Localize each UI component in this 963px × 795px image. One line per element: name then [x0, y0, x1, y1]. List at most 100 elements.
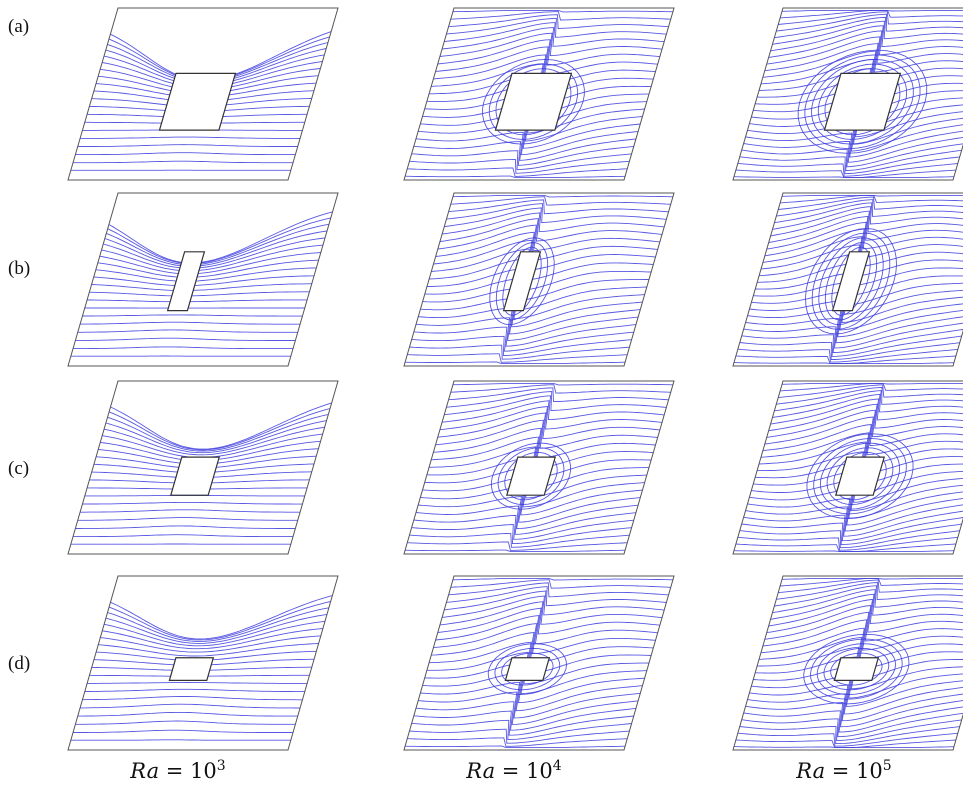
cavity-frame	[67, 192, 339, 367]
isotherm-line	[776, 199, 963, 217]
panel-c-ra-1e4	[403, 380, 675, 555]
isotherm-loop	[490, 442, 572, 510]
isotherm-line	[778, 384, 963, 399]
isotherm-line	[420, 298, 641, 335]
isotherm-line	[73, 729, 293, 733]
isotherm-loop	[826, 447, 894, 505]
isotherm-line	[100, 635, 321, 653]
isotherm-line	[77, 711, 298, 717]
obstacle	[502, 251, 542, 312]
isotherm-line	[759, 253, 963, 296]
isotherm-line	[745, 318, 963, 349]
isotherm-line	[95, 267, 317, 282]
panel-d-ra-1e5	[732, 575, 963, 751]
isotherm-line	[452, 10, 673, 13]
ra-symbol: Ra	[130, 759, 160, 783]
isotherm-line	[73, 160, 293, 164]
isotherm-line	[772, 20, 963, 48]
isotherm-line	[780, 383, 963, 392]
isotherm-line	[751, 675, 963, 715]
cavity-frame	[403, 575, 675, 751]
isotherm-line	[448, 14, 669, 29]
isotherm-line	[407, 541, 628, 551]
isotherm-line	[780, 10, 963, 19]
isotherm-line	[415, 505, 636, 535]
isotherm-line	[411, 524, 632, 545]
isotherm-line	[411, 719, 632, 740]
isotherm-line	[757, 646, 963, 690]
obstacle	[833, 657, 880, 682]
isotherm-line	[781, 383, 963, 385]
isotherm-line	[108, 601, 331, 641]
isotherm-line	[416, 317, 637, 347]
isotherm-line	[439, 218, 660, 252]
isotherm-line	[439, 32, 660, 66]
obstacle	[831, 251, 871, 312]
isotherm-line	[424, 92, 645, 134]
panel-c-ra-1e5	[732, 380, 963, 555]
isotherm-line	[413, 514, 634, 540]
isotherm-line	[446, 203, 667, 224]
isotherm-line	[429, 258, 649, 301]
isotherm-line	[418, 691, 639, 725]
isotherm-line	[444, 395, 665, 421]
equals-sign: =	[495, 759, 527, 783]
isotherm-line	[108, 408, 331, 451]
isotherm-line	[774, 585, 963, 608]
isotherm-line	[753, 97, 963, 138]
ra-symbol: Ra	[466, 759, 496, 783]
isotherm-line	[105, 420, 327, 454]
isotherm-line	[749, 684, 963, 722]
obstacle	[170, 456, 220, 496]
isotherm-line	[80, 509, 301, 513]
isotherm-loop	[501, 652, 554, 686]
isotherm-line	[418, 307, 639, 341]
isotherm-line	[749, 489, 963, 526]
isotherm-line	[426, 456, 647, 499]
ra-base: 10	[526, 759, 553, 783]
panel-a-ra-1e4	[403, 7, 675, 181]
isotherm-line	[442, 400, 663, 430]
isotherm-line	[747, 309, 963, 344]
isotherm-loop	[495, 242, 549, 321]
isotherm-line	[753, 470, 963, 512]
row-label-a: (a)	[8, 16, 30, 37]
isotherm-loop	[811, 232, 891, 330]
isotherm-line	[80, 321, 301, 325]
panel-d-ra-1e4	[403, 575, 675, 751]
isotherm-line	[776, 13, 963, 32]
row-label-d: (d)	[8, 653, 31, 674]
isotherm-loop	[817, 63, 908, 140]
isotherm-line	[739, 156, 960, 175]
isotherm-line	[442, 212, 663, 242]
cavity-frame	[732, 192, 963, 367]
isotherm-line	[781, 195, 963, 197]
isotherm-line	[776, 582, 963, 600]
isotherm-line	[439, 405, 660, 440]
isotherm-line	[768, 30, 963, 64]
isotherm-line	[422, 288, 643, 328]
isotherm-line	[741, 522, 962, 546]
isotherm-line	[743, 514, 963, 542]
isotherm-loop	[804, 54, 921, 150]
isotherm-line	[766, 221, 963, 259]
ra-exponent: 3	[216, 758, 226, 774]
isotherm-line	[418, 122, 639, 156]
panel-b-ra-1e4	[403, 192, 675, 367]
isotherm-line	[435, 231, 656, 271]
isotherm-line	[755, 656, 963, 699]
isotherm-line	[733, 550, 955, 552]
panel-c-ra-1e3	[67, 380, 339, 555]
isotherm-line	[450, 384, 671, 394]
isotherm-line	[437, 224, 658, 261]
isotherm-line	[444, 207, 665, 233]
isotherm-line	[743, 140, 963, 168]
isotherm-line	[87, 682, 308, 684]
isotherm-line	[84, 688, 305, 693]
isotherm-line	[741, 148, 962, 172]
isotherm-line	[105, 613, 328, 644]
isotherm-loop	[497, 447, 565, 505]
isotherm-line	[778, 196, 963, 210]
isotherm-line	[735, 355, 956, 364]
isotherm-line	[446, 391, 667, 411]
